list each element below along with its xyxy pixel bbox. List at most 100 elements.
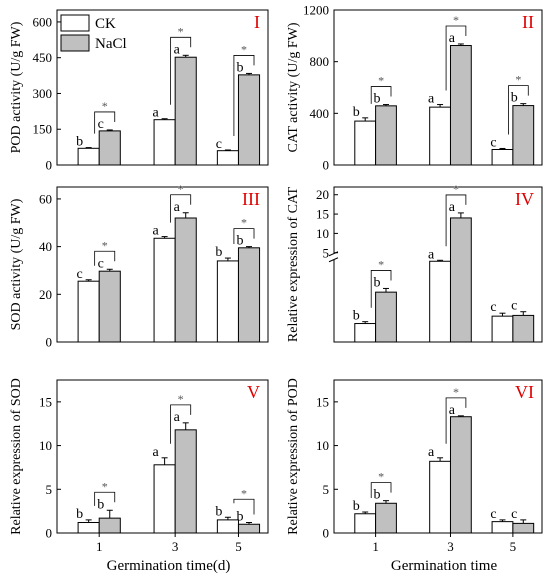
- y-axis-label: CAT activity (U/g FW): [286, 22, 301, 152]
- significance-letter: b: [237, 510, 244, 525]
- significance-bracket: [170, 36, 192, 105]
- bar-nacl: [98, 130, 121, 166]
- panel-VI: 0 5 10 15 Relative expression of POD VI 1 bb * 3 a…: [286, 378, 543, 574]
- axis-break-mark: [328, 257, 339, 263]
- significance-bracket: [445, 397, 467, 444]
- bar-ck: [77, 522, 100, 534]
- bar-ck: [77, 147, 100, 166]
- axis-break-gap: [332, 253, 337, 260]
- significance-star: *: [453, 385, 459, 399]
- significance-star: *: [378, 74, 384, 88]
- significance-letter: b: [374, 488, 381, 503]
- legend-label: CK: [95, 16, 116, 32]
- y-tick-label: 0: [46, 335, 53, 350]
- significance-letter: b: [237, 234, 244, 249]
- bar-ck: [354, 323, 377, 343]
- significance-star: *: [102, 479, 108, 493]
- legend-swatch-nacl: [60, 34, 90, 52]
- significance-letter: b: [76, 507, 83, 522]
- bar-nacl: [375, 502, 397, 534]
- x-axis-label: Germination time(d): [107, 558, 231, 574]
- bar-ck: [354, 513, 377, 534]
- significance-star: *: [378, 470, 384, 484]
- bar-ck: [491, 315, 514, 343]
- significance-letter: c: [216, 137, 222, 152]
- panel-label: IV: [515, 189, 534, 209]
- bar-nacl: [237, 247, 261, 343]
- significance-letter: a: [174, 200, 181, 215]
- bar-nacl: [237, 523, 261, 534]
- bar-nacl: [512, 314, 535, 343]
- bar-ck: [354, 120, 377, 166]
- x-tick-label: 3: [172, 539, 179, 554]
- significance-star: *: [515, 73, 521, 87]
- legend-swatch-ck: [60, 14, 90, 32]
- significance-letter: a: [449, 403, 456, 418]
- y-tick-label: 300: [33, 86, 53, 101]
- bar-nacl: [449, 217, 472, 343]
- x-tick-label: 1: [372, 539, 379, 554]
- bar-nacl: [375, 105, 397, 166]
- significance-star: *: [378, 257, 384, 271]
- y-tick-label: 15: [316, 207, 329, 222]
- significance-letter: a: [428, 247, 435, 262]
- y-tick-label: 40: [39, 239, 52, 254]
- legend-label: NaCl: [95, 36, 127, 52]
- y-tick-label: 10: [316, 438, 329, 453]
- y-tick-label: 600: [33, 14, 53, 29]
- bar-ck: [429, 460, 451, 534]
- y-tick-label: 800: [310, 54, 330, 69]
- significance-letter: b: [374, 275, 381, 290]
- significance-star: *: [178, 182, 184, 196]
- significance-letter: a: [428, 445, 435, 460]
- y-tick-label: 400: [310, 106, 330, 121]
- panel-label: III: [242, 189, 260, 209]
- bar-ck: [153, 464, 176, 534]
- significance-bracket: [94, 111, 116, 134]
- y-axis-label: Relative expression of POD: [286, 378, 301, 535]
- y-tick-label: 10: [39, 438, 52, 453]
- y-axis-label: Relative expression of CAT: [286, 186, 301, 342]
- significance-letter: a: [153, 224, 160, 239]
- y-tick-label: 0: [46, 158, 53, 173]
- significance-letter: a: [449, 200, 456, 215]
- y-axis-label: Relative expression of SOD: [9, 378, 24, 535]
- significance-star: *: [102, 99, 108, 113]
- bar-ck: [429, 260, 451, 343]
- significance-bracket: [445, 25, 467, 91]
- significance-bracket: [233, 498, 255, 515]
- y-tick-label: 450: [33, 50, 53, 65]
- bar-ck: [216, 150, 239, 166]
- significance-letter: b: [353, 499, 360, 514]
- panel-label: VI: [515, 382, 534, 402]
- significance-letter: b: [353, 309, 360, 324]
- significance-letter: c: [511, 507, 517, 522]
- significance-letter: a: [428, 92, 435, 107]
- significance-letter: c: [490, 300, 496, 315]
- x-tick-label: 3: [447, 539, 454, 554]
- bar-nacl: [449, 416, 472, 534]
- y-tick-label: 0: [323, 526, 330, 541]
- bar-nacl: [174, 217, 197, 343]
- panel-label: II: [522, 12, 534, 32]
- y-tick-label: 20: [316, 187, 329, 202]
- y-tick-label: 10: [316, 226, 329, 241]
- significance-bracket: [170, 404, 192, 444]
- bar-ck: [491, 521, 514, 534]
- panel-label: V: [247, 382, 260, 402]
- significance-letter: b: [76, 135, 83, 150]
- significance-bracket: [233, 228, 255, 245]
- bar-ck: [153, 237, 176, 343]
- significance-bracket: [508, 85, 529, 135]
- significance-star: *: [241, 42, 247, 56]
- significance-letter: c: [511, 299, 517, 314]
- x-axis-label: Germination time: [391, 558, 498, 574]
- significance-letter: b: [97, 497, 104, 512]
- significance-letter: b: [237, 60, 244, 75]
- y-tick-label: 60: [39, 191, 52, 206]
- bar-ck: [491, 149, 514, 166]
- significance-letter: b: [511, 91, 518, 106]
- significance-bracket: [370, 270, 392, 308]
